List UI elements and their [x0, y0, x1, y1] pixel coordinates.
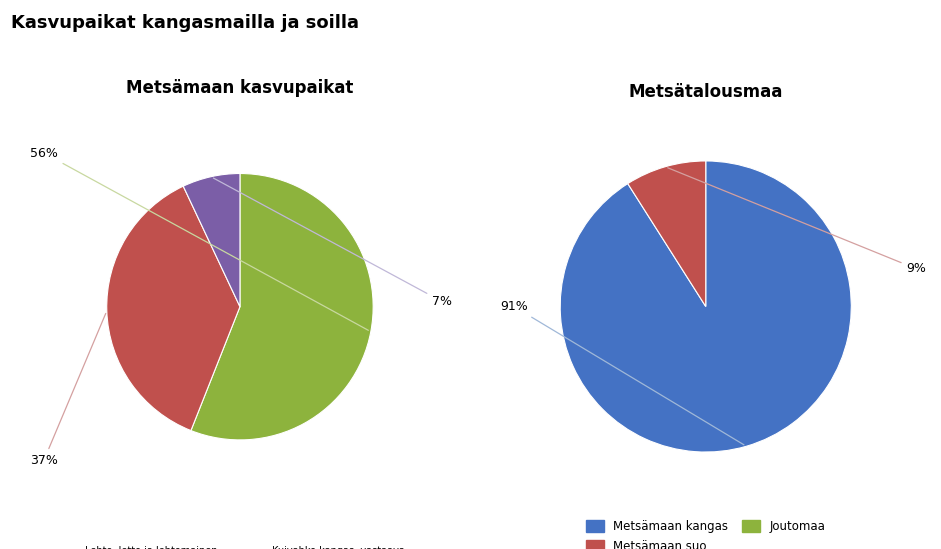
Title: Metsätalousmaa: Metsätalousmaa — [629, 83, 783, 102]
Wedge shape — [191, 173, 374, 440]
Text: Kasvupaikat kangasmailla ja soilla: Kasvupaikat kangasmailla ja soilla — [11, 14, 359, 32]
Wedge shape — [106, 186, 240, 430]
Wedge shape — [628, 161, 706, 306]
Text: 91%: 91% — [500, 300, 744, 445]
Text: 7%: 7% — [214, 178, 452, 308]
Title: Metsämaan kasvupaikat: Metsämaan kasvupaikat — [126, 80, 354, 97]
Wedge shape — [183, 173, 240, 307]
Text: 37%: 37% — [30, 313, 105, 467]
Text: 9%: 9% — [668, 168, 926, 276]
Text: 56%: 56% — [30, 147, 368, 330]
Wedge shape — [560, 161, 852, 452]
Legend: Metsämaan kangas, Metsämaan suo, Joutomaa: Metsämaan kangas, Metsämaan suo, Joutoma… — [582, 515, 830, 549]
Legend: Lehto, letto ja lehtomainen
suo ja ruohoturvekangas, Lehtomainen kangas, vastaav: Lehto, letto ja lehtomainen suo ja ruoho… — [58, 542, 422, 549]
